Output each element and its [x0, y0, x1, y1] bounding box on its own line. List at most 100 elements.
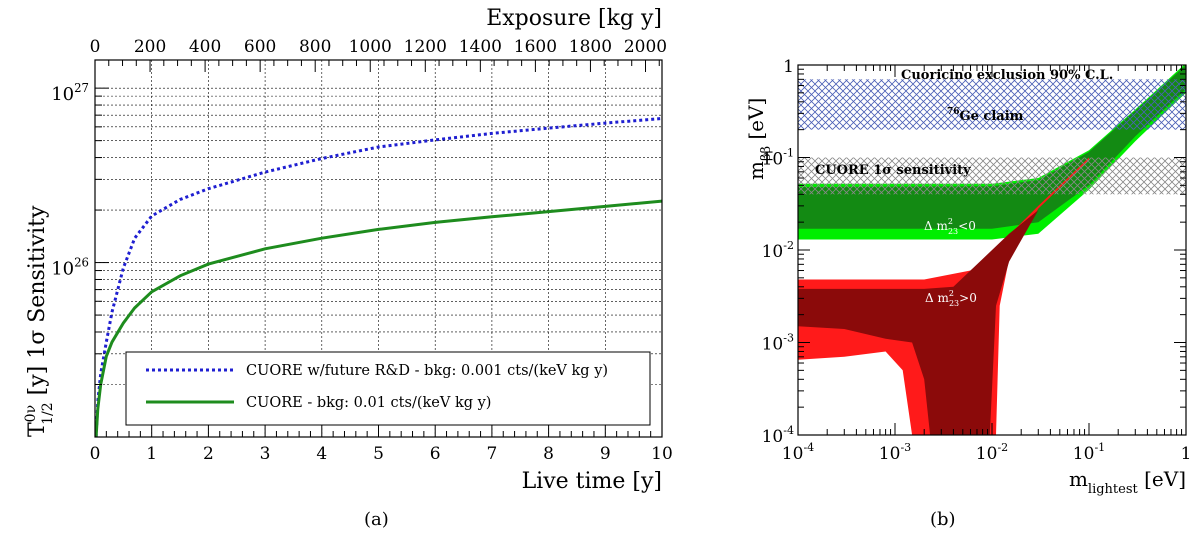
y-axis-title-b-sub: ββ [759, 146, 774, 161]
band-cuore-sensitivity [798, 157, 1186, 195]
y-tick-label-base: 10 [51, 259, 74, 280]
caption-b: (b) [930, 509, 956, 530]
region-label-normal-sup: 2 [949, 289, 954, 298]
x2-tick-label: 1000 [349, 37, 392, 57]
y-tick-label-b-exp: -2 [783, 239, 794, 252]
tick-group: 0 1 2 3 4 5 6 7 8 9 10 0 200 400 600 800 1000 1200 1400 160… [51, 37, 673, 464]
y-tick-label-b-exp: -1 [783, 147, 794, 160]
legend-box [125, 351, 651, 426]
y-axis-title: T0ν1/2 [y] 1σ Sensitivity [23, 205, 56, 437]
y-tick-label-b: 1 [783, 57, 794, 77]
series-group [95, 117, 662, 437]
normal-band-inner [798, 210, 1039, 435]
band-label-ge-text: Ge claim [960, 109, 1024, 124]
series-line-0 [95, 117, 662, 437]
x-tick-label: 9 [600, 444, 611, 464]
region-label-normal: Δ m2 23>0 [925, 289, 977, 308]
band-label-cuore: CUORE 1σ sensitivity [815, 163, 971, 178]
region-label-inverted-main: Δ m [924, 219, 948, 233]
y-tick-label-base: 10 [51, 84, 74, 105]
caption-a: (a) [364, 509, 389, 530]
x2-tick-label: 1200 [404, 37, 447, 57]
region-label-normal-main: Δ m [925, 291, 949, 305]
band-label-ge-claim: 76Ge claim [947, 107, 1024, 124]
x-axis-title-b: mlightest [eV] [1069, 467, 1186, 497]
x-tick-label: 10 [651, 444, 673, 464]
x-tick-label-b-base: 10 [782, 444, 804, 464]
x2-axis-title: Exposure [kg y] [486, 6, 662, 31]
x2-tick-label: 400 [189, 37, 221, 57]
x-tick-label-b-exp: -1 [1094, 441, 1105, 454]
x-tick-label-b-exp: -3 [900, 441, 911, 454]
region-label-normal-rest: >0 [959, 291, 977, 305]
x-tick-label: 2 [203, 444, 214, 464]
y-axis-title-b-main: m [744, 161, 768, 180]
y-tick-label-b: 10-2 [762, 239, 794, 262]
x2-tick-label: 1600 [514, 37, 557, 57]
region-label-normal-sub: 23 [949, 299, 959, 308]
y-tick-label-b: 10-3 [762, 332, 794, 355]
y-axis-title-sub: 1/2 [40, 402, 56, 425]
x2-tick-label: 1800 [569, 37, 612, 57]
x-tick-label: 7 [486, 444, 497, 464]
x-tick-label-b-base: 1 [1181, 444, 1192, 464]
chart-a: 0 1 2 3 4 5 6 7 8 9 10 0 200 400 600 800 1000 1200 1400 160… [23, 6, 673, 494]
y-axis-title-main: T [25, 422, 50, 437]
x-tick-label-b-exp: -2 [997, 441, 1008, 454]
y-tick-label-b-base: 10 [762, 242, 784, 262]
x-tick-label-b: 1 [1181, 444, 1192, 464]
y-tick-label-b-base: 10 [762, 335, 784, 355]
x-tick-label: 3 [260, 444, 271, 464]
x-tick-label: 4 [316, 444, 327, 464]
x-axis-title-b-main: m [1069, 467, 1088, 491]
series-line-1 [95, 199, 662, 437]
x-tick-label-b-base: 10 [976, 444, 998, 464]
legend-label-future: CUORE w/future R&D - bkg: 0.001 cts/(keV… [246, 363, 608, 379]
y-axis-title-b-rest: [eV] [744, 98, 768, 146]
x-tick-label-b: 10-1 [1073, 441, 1105, 464]
y-tick-label-exp: 26 [74, 256, 89, 270]
x2-tick-label: 0 [90, 37, 101, 57]
y-tick-label-b-base: 10 [762, 427, 784, 447]
y-axis-title-b: mββ [eV] [744, 98, 774, 180]
x-tick-label: 1 [146, 444, 157, 464]
region-label-inverted: Δ m2 23<0 [924, 217, 976, 236]
chart-b: 10-4 10-3 10-2 10-1 110-410-310-210-11 Cuori… [744, 57, 1192, 497]
x-tick-label-b-exp: -4 [803, 441, 814, 454]
x2-tick-label: 1400 [459, 37, 502, 57]
x-tick-label-b: 10-3 [879, 441, 911, 464]
band-cuoricino [798, 79, 1186, 130]
y-tick-label-b-exp: -3 [783, 332, 794, 345]
region-label-inverted-rest: <0 [958, 219, 976, 233]
y-axis-title-sup: 0ν [23, 405, 39, 422]
x-axis-title-b-rest: [eV] [1138, 467, 1186, 491]
y-tick-label-b-exp: -4 [783, 424, 794, 437]
x-tick-label-b-base: 10 [879, 444, 901, 464]
x-tick-label: 8 [543, 444, 554, 464]
x-axis-title: Live time [y] [522, 469, 662, 494]
band-label-cuoricino: Cuoricino exclusion 90% C.L. [901, 68, 1113, 83]
x-tick-label-b: 10-2 [976, 441, 1008, 464]
band-label-ge-sup: 76 [947, 107, 960, 117]
y-tick-label-exp: 27 [74, 81, 89, 95]
region-label-inverted-sub: 23 [948, 227, 958, 236]
y-tick-label-b: 10-4 [762, 424, 794, 447]
x2-tick-label: 2000 [624, 37, 667, 57]
band-group [798, 79, 1186, 195]
y-tick-label-b-base: 10 [762, 150, 784, 170]
x2-tick-label: 800 [299, 37, 331, 57]
legend: CUORE w/future R&D - bkg: 0.001 cts/(keV… [125, 351, 651, 426]
region-label-inverted-sup: 2 [948, 217, 953, 226]
x-tick-label: 0 [90, 444, 101, 464]
legend-label-cuore: CUORE - bkg: 0.01 cts/(keV kg y) [246, 395, 491, 411]
y-tick-label: 1027 [51, 81, 89, 105]
y-tick-label-b-base: 1 [783, 57, 794, 77]
y-tick-label-b: 10-1 [762, 147, 794, 170]
y-axis-title-rest: [y] 1σ Sensitivity [25, 205, 50, 402]
tick-group-b: 10-4 10-3 10-2 10-1 110-410-310-210-11 [762, 57, 1192, 464]
x-tick-label-b: 10-4 [782, 441, 814, 464]
x-tick-label-b-base: 10 [1073, 444, 1095, 464]
x-tick-label: 5 [373, 444, 384, 464]
x2-tick-label: 600 [244, 37, 276, 57]
x2-tick-label: 200 [134, 37, 166, 57]
